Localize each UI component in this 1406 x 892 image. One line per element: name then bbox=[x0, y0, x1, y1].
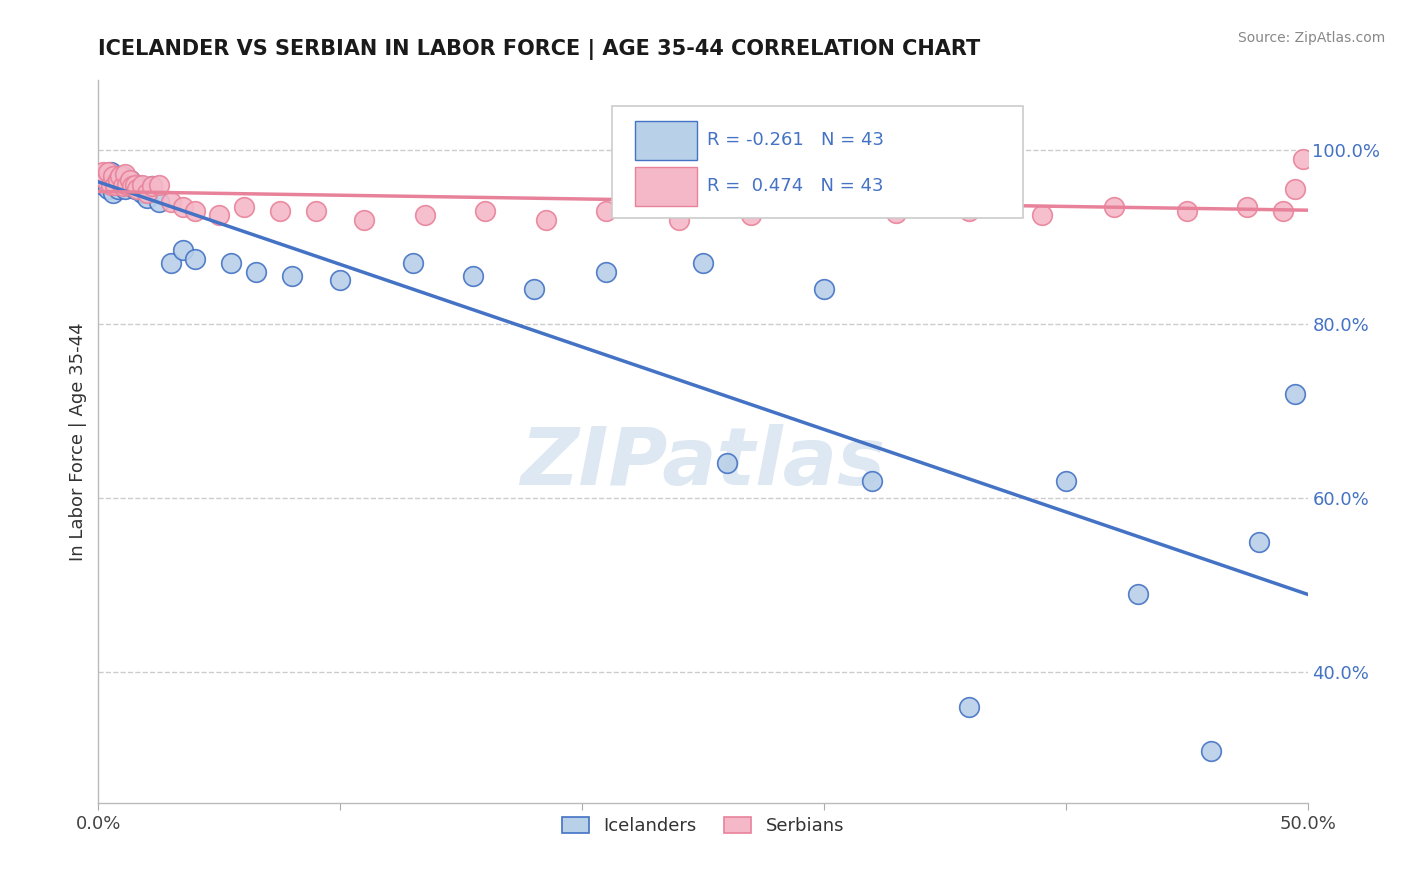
Point bbox=[101, 169, 124, 183]
Point bbox=[111, 179, 134, 194]
Point bbox=[148, 195, 170, 210]
Point bbox=[886, 205, 908, 219]
Point bbox=[121, 179, 143, 194]
Point bbox=[91, 178, 114, 192]
Point bbox=[232, 200, 254, 214]
Point bbox=[269, 203, 291, 218]
Point bbox=[1284, 386, 1306, 401]
Point bbox=[104, 169, 127, 183]
Point bbox=[172, 243, 194, 257]
Point bbox=[127, 178, 149, 192]
Point bbox=[523, 282, 546, 296]
Point bbox=[118, 173, 141, 187]
Point bbox=[184, 252, 207, 266]
Point bbox=[813, 282, 835, 296]
Point bbox=[131, 178, 153, 192]
Point bbox=[1128, 587, 1150, 601]
Point bbox=[1199, 743, 1222, 757]
Point bbox=[141, 179, 163, 194]
Point bbox=[160, 256, 183, 270]
Point bbox=[97, 182, 120, 196]
Text: R = -0.261   N = 43: R = -0.261 N = 43 bbox=[707, 131, 883, 149]
Point bbox=[114, 167, 136, 181]
Text: R =  0.474   N = 43: R = 0.474 N = 43 bbox=[707, 177, 883, 195]
Text: Source: ZipAtlas.com: Source: ZipAtlas.com bbox=[1237, 31, 1385, 45]
Point bbox=[121, 179, 143, 194]
Point bbox=[100, 173, 122, 187]
Point bbox=[860, 474, 883, 488]
Point bbox=[245, 265, 267, 279]
Point bbox=[101, 186, 124, 201]
Point bbox=[97, 164, 120, 178]
Point bbox=[668, 212, 690, 227]
Point bbox=[108, 169, 131, 183]
Point bbox=[141, 179, 163, 194]
Point bbox=[131, 186, 153, 201]
Point bbox=[117, 178, 139, 192]
Point bbox=[104, 178, 127, 192]
Point bbox=[148, 178, 170, 192]
FancyBboxPatch shape bbox=[636, 167, 697, 206]
Point bbox=[107, 182, 129, 196]
Point bbox=[957, 700, 980, 714]
Point bbox=[94, 169, 117, 183]
Point bbox=[740, 208, 762, 222]
Point bbox=[474, 203, 496, 218]
Point bbox=[413, 208, 436, 222]
Legend: Icelanders, Serbians: Icelanders, Serbians bbox=[553, 808, 853, 845]
Point bbox=[1175, 203, 1198, 218]
Point bbox=[135, 191, 157, 205]
Point bbox=[127, 182, 149, 196]
Point bbox=[108, 173, 131, 187]
Point bbox=[402, 256, 425, 270]
Y-axis label: In Labor Force | Age 35-44: In Labor Force | Age 35-44 bbox=[69, 322, 87, 561]
Point bbox=[107, 173, 129, 187]
Point bbox=[463, 269, 485, 284]
Point bbox=[281, 269, 304, 284]
Point bbox=[117, 178, 139, 192]
Point bbox=[595, 203, 617, 218]
Text: ICELANDER VS SERBIAN IN LABOR FORCE | AGE 35-44 CORRELATION CHART: ICELANDER VS SERBIAN IN LABOR FORCE | AG… bbox=[98, 39, 980, 61]
Point bbox=[91, 164, 114, 178]
FancyBboxPatch shape bbox=[613, 105, 1024, 218]
Point bbox=[100, 178, 122, 192]
Point bbox=[813, 200, 835, 214]
Point bbox=[353, 212, 375, 227]
Point bbox=[172, 200, 194, 214]
Point bbox=[1249, 534, 1271, 549]
Point bbox=[1272, 203, 1295, 218]
Point bbox=[94, 173, 117, 187]
Point bbox=[957, 203, 980, 218]
Point bbox=[692, 256, 714, 270]
Point bbox=[1284, 182, 1306, 196]
Point bbox=[104, 178, 127, 192]
Text: ZIPatlas: ZIPatlas bbox=[520, 425, 886, 502]
Point bbox=[100, 164, 122, 178]
Point bbox=[124, 182, 146, 196]
Point bbox=[1054, 474, 1077, 488]
Point bbox=[1292, 152, 1315, 166]
Point bbox=[160, 195, 183, 210]
Point bbox=[111, 179, 134, 194]
Point bbox=[534, 212, 557, 227]
Point bbox=[716, 456, 738, 470]
Point bbox=[221, 256, 243, 270]
Point bbox=[124, 178, 146, 192]
Point bbox=[329, 273, 352, 287]
FancyBboxPatch shape bbox=[636, 121, 697, 161]
Point bbox=[1102, 200, 1125, 214]
Point bbox=[208, 208, 231, 222]
Point bbox=[114, 182, 136, 196]
Point bbox=[595, 265, 617, 279]
Point bbox=[305, 203, 328, 218]
Point bbox=[184, 203, 207, 218]
Point bbox=[118, 173, 141, 187]
Point bbox=[111, 169, 134, 183]
Point bbox=[1236, 200, 1258, 214]
Point bbox=[135, 186, 157, 201]
Point bbox=[1031, 208, 1053, 222]
